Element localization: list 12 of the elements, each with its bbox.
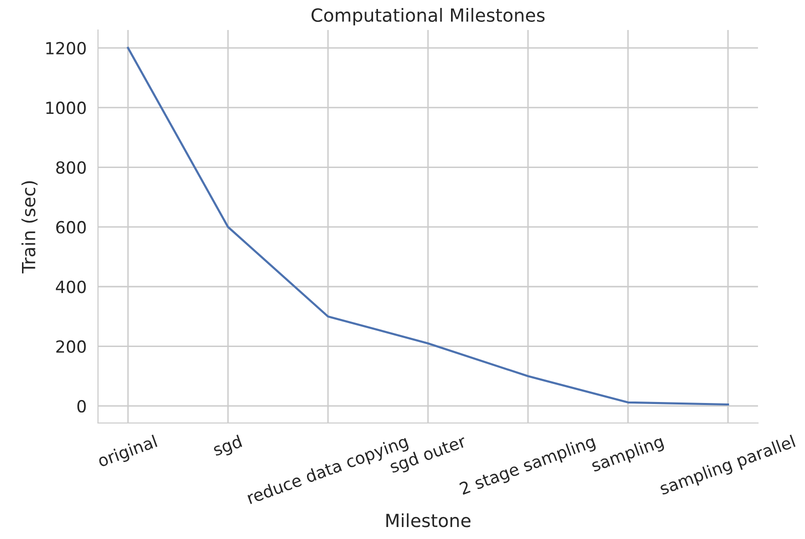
y-axis-title: Train (sec) — [21, 181, 38, 274]
y-tick-label: 600 — [56, 220, 86, 234]
line-series — [126, 46, 730, 406]
y-tick-label: 200 — [56, 340, 86, 353]
y-tick-label: 800 — [56, 161, 86, 174]
x-tick-label: sgd — [212, 434, 244, 460]
y-tick-label: 1000 — [46, 102, 86, 114]
x-axis-title: Milestone — [386, 513, 470, 528]
y-tick-label: 400 — [56, 280, 86, 294]
y-tick-label: 0 — [77, 400, 86, 413]
y-tick-label: 1200 — [46, 42, 86, 54]
chart-title: Computational Milestones — [312, 8, 545, 26]
